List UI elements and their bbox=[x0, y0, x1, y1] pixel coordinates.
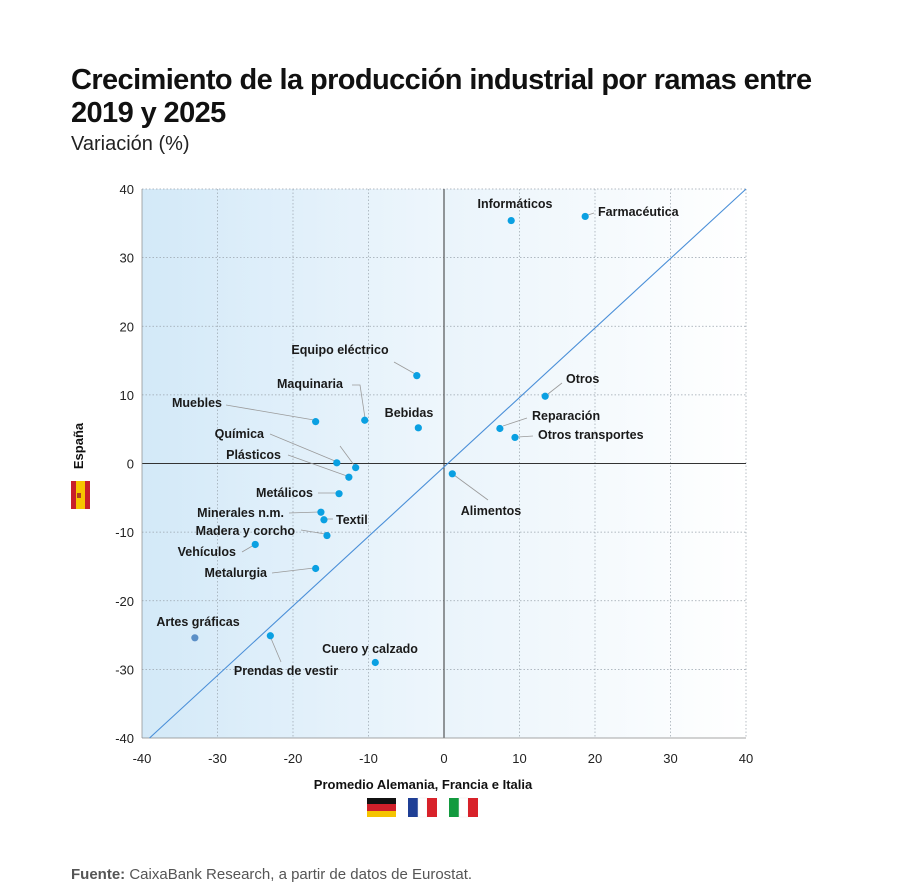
point-label: Prendas de vestir bbox=[234, 664, 338, 678]
y-axis-label: España bbox=[71, 422, 86, 469]
point-label: Informáticos bbox=[477, 197, 552, 211]
data-point bbox=[541, 392, 549, 400]
x-tick-label: -10 bbox=[359, 751, 378, 766]
y-tick-label: -20 bbox=[115, 594, 134, 609]
data-point bbox=[413, 372, 421, 380]
point-label: Vehículos bbox=[178, 545, 236, 559]
leader-line bbox=[339, 445, 355, 466]
data-point bbox=[361, 416, 369, 424]
point-label: Madera y corcho bbox=[196, 524, 296, 538]
leader-line bbox=[269, 635, 282, 663]
data-point bbox=[317, 508, 325, 516]
leader-line bbox=[269, 433, 336, 462]
point-label: Farmacéutica bbox=[598, 205, 680, 219]
data-point bbox=[251, 540, 259, 549]
point-label: Textil bbox=[336, 513, 368, 527]
leader-line bbox=[300, 529, 326, 535]
point-label: Muebles bbox=[172, 396, 222, 410]
source-text: CaixaBank Research, a partir de datos de… bbox=[125, 866, 473, 883]
leader-line bbox=[502, 417, 528, 427]
point-label: Alimentos bbox=[461, 504, 521, 518]
source-note: Fuente: CaixaBank Research, a partir de … bbox=[71, 866, 472, 883]
chart-title: Crecimiento de la producción industrial … bbox=[71, 64, 812, 129]
data-point bbox=[312, 564, 320, 573]
x-tick-label: 20 bbox=[588, 751, 602, 766]
point-label: Metálicos bbox=[256, 486, 313, 500]
x-tick-label: 30 bbox=[663, 751, 677, 766]
spain-flag bbox=[71, 481, 90, 509]
data-point bbox=[352, 464, 360, 472]
data-point bbox=[323, 531, 331, 540]
data-point bbox=[191, 634, 199, 642]
point-label: Bebidas bbox=[385, 406, 434, 420]
x-tick-label: 0 bbox=[440, 751, 447, 766]
data-point bbox=[335, 490, 343, 498]
diagonal-reference-line bbox=[149, 188, 747, 739]
y-tick-label: -10 bbox=[115, 525, 134, 540]
leader-line bbox=[288, 511, 320, 514]
data-point bbox=[312, 418, 320, 426]
france-flag bbox=[408, 797, 437, 818]
source-label: Fuente: bbox=[71, 866, 126, 883]
x-tick-label: -30 bbox=[208, 751, 227, 766]
italy-flag bbox=[449, 797, 478, 818]
data-point bbox=[448, 470, 456, 478]
data-point bbox=[266, 632, 274, 640]
point-label: Metalurgia bbox=[204, 566, 268, 580]
germany-flag bbox=[367, 798, 396, 817]
data-point bbox=[333, 459, 341, 467]
y-tick-label: 40 bbox=[120, 182, 134, 197]
leader-line bbox=[587, 212, 595, 216]
point-label: Otros transportes bbox=[538, 428, 644, 442]
data-point bbox=[511, 433, 519, 442]
leader-line bbox=[225, 404, 315, 421]
data-point bbox=[371, 658, 379, 667]
y-tick-label: -40 bbox=[115, 731, 134, 746]
leader-line bbox=[352, 384, 366, 419]
point-label: Minerales n.m. bbox=[197, 506, 284, 520]
data-point bbox=[320, 516, 328, 524]
y-tick-label: -30 bbox=[115, 662, 134, 677]
point-label: Química bbox=[215, 427, 265, 441]
chart-subtitle: Variación (%) bbox=[71, 133, 190, 155]
x-tick-label: 10 bbox=[512, 751, 526, 766]
x-tick-label: -40 bbox=[133, 751, 152, 766]
data-point bbox=[581, 212, 589, 221]
y-tick-label: 0 bbox=[127, 457, 134, 472]
x-axis-label: Promedio Alemania, Francia e Italia bbox=[314, 777, 533, 792]
y-tick-label: 30 bbox=[120, 251, 134, 266]
point-label: Otros bbox=[566, 372, 599, 386]
data-point bbox=[496, 424, 504, 433]
y-tick-label: 20 bbox=[120, 319, 134, 334]
y-tick-label: 10 bbox=[120, 388, 134, 403]
data-point bbox=[507, 216, 515, 225]
leader-line bbox=[271, 567, 315, 574]
point-label: Artes gráficas bbox=[156, 615, 239, 629]
leader-line bbox=[241, 544, 255, 553]
data-point bbox=[345, 473, 353, 481]
point-label: Maquinaria bbox=[277, 377, 344, 391]
point-label: Equipo eléctrico bbox=[291, 343, 389, 357]
point-label: Reparación bbox=[532, 409, 600, 423]
leader-line bbox=[287, 454, 348, 477]
leader-line bbox=[453, 474, 489, 501]
point-label: Plásticos bbox=[226, 448, 281, 462]
x-tick-label: -20 bbox=[284, 751, 303, 766]
leader-line bbox=[393, 361, 418, 376]
leader-line bbox=[547, 382, 563, 395]
data-point bbox=[414, 424, 422, 432]
x-tick-label: 40 bbox=[739, 751, 753, 766]
point-label: Cuero y calzado bbox=[322, 642, 418, 656]
leader-line bbox=[517, 435, 534, 438]
